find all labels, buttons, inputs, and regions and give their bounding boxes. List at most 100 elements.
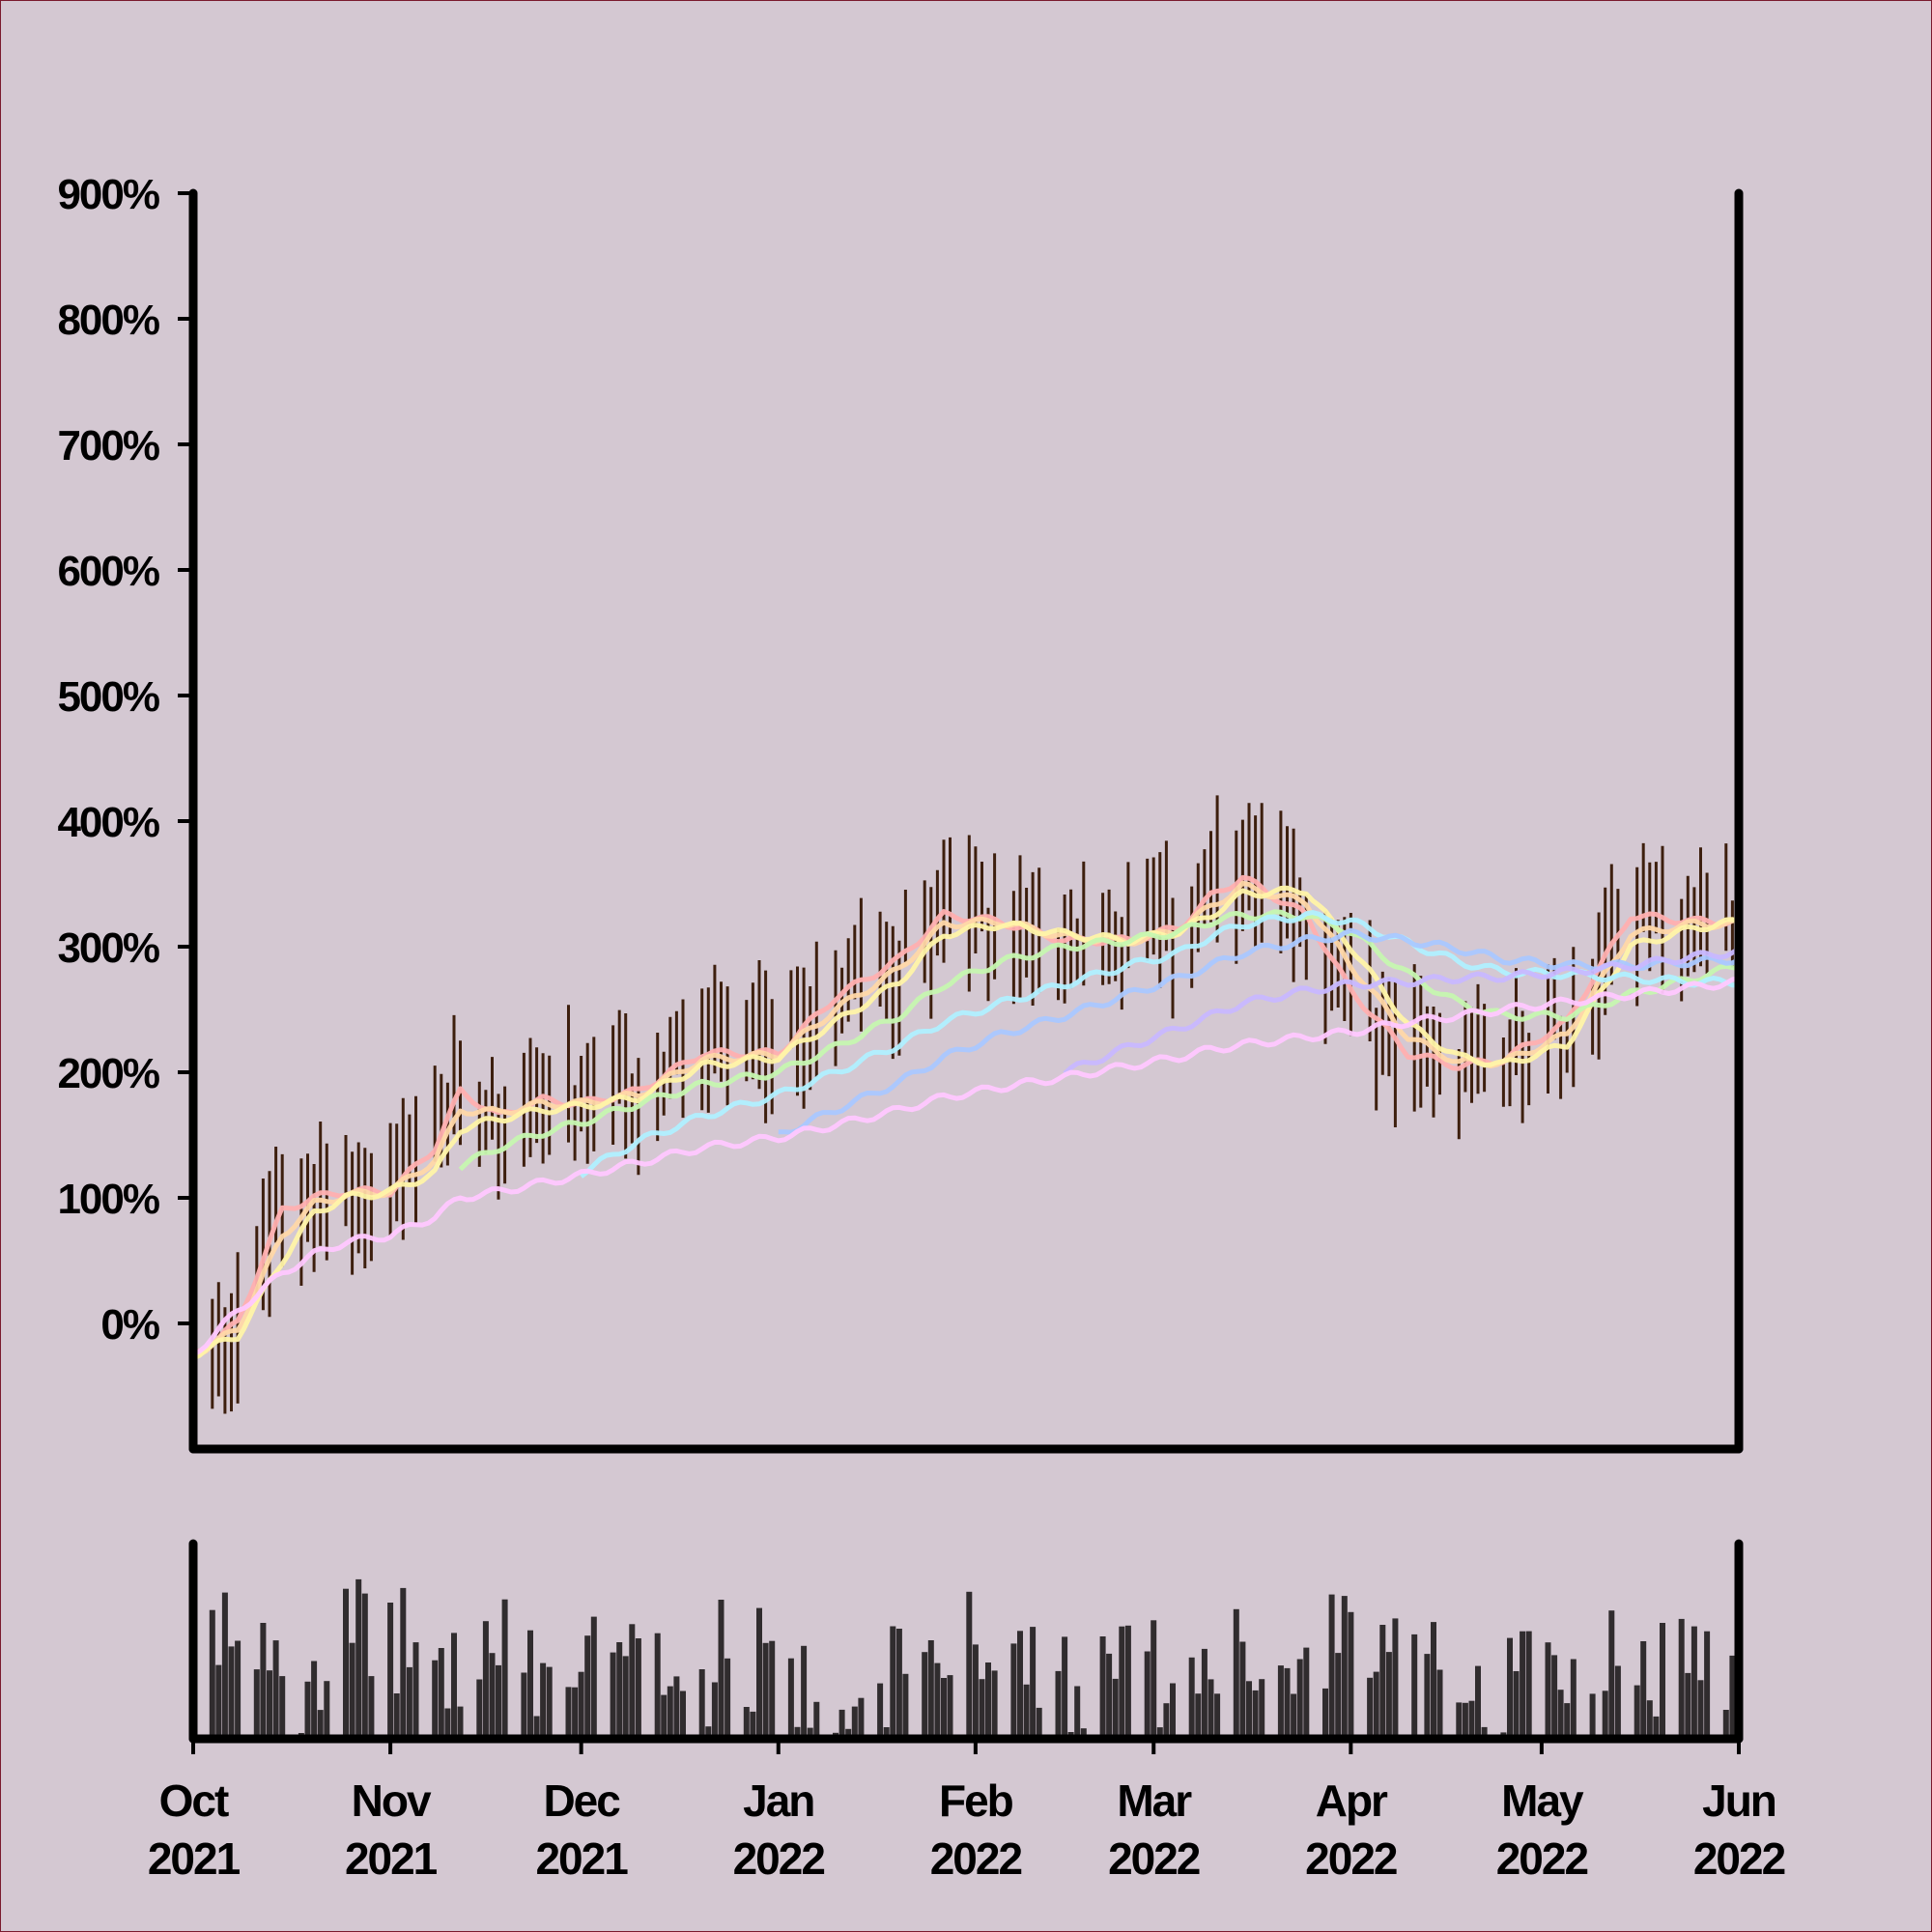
volume-bar bbox=[1296, 1659, 1303, 1739]
volume-bar bbox=[317, 1710, 324, 1739]
volume-bar bbox=[1284, 1667, 1291, 1739]
volume-bar bbox=[1367, 1677, 1374, 1739]
volume-bar bbox=[972, 1644, 979, 1739]
volume-bar bbox=[584, 1635, 591, 1739]
volume-bar bbox=[1507, 1637, 1513, 1739]
volume-bar bbox=[279, 1676, 286, 1739]
volume-bar bbox=[1602, 1690, 1608, 1739]
volume-bar bbox=[724, 1658, 731, 1739]
volume-bar bbox=[1634, 1685, 1640, 1739]
volume-bar bbox=[311, 1661, 318, 1739]
volume-bar bbox=[661, 1694, 668, 1739]
volume-bar bbox=[1614, 1665, 1621, 1739]
volume-bar bbox=[750, 1711, 756, 1739]
y-tick-label: 0% bbox=[100, 1301, 158, 1349]
y-ticks-group: 0% 100% 200% 300% 400% 500% 600% 700% 800% 900% bbox=[57, 171, 193, 1349]
volume-bar bbox=[1729, 1655, 1736, 1739]
volume-bar bbox=[1379, 1625, 1386, 1739]
volume-bar bbox=[1646, 1700, 1653, 1739]
volume-bar bbox=[1551, 1655, 1558, 1739]
y-tick-label: 300% bbox=[57, 924, 158, 972]
volume-bar bbox=[540, 1662, 547, 1739]
volume-bar bbox=[1156, 1727, 1163, 1739]
volume-bar bbox=[432, 1660, 439, 1739]
moving-average-line bbox=[192, 874, 1740, 1355]
volume-bar bbox=[228, 1646, 235, 1739]
volume-bar bbox=[1545, 1642, 1551, 1739]
x-ticks-group: Oct 2021 Nov 2021 Dec 2021 Jan 2022 Feb 2022 Mar 20… bbox=[148, 1739, 1787, 1884]
volume-bar bbox=[1436, 1669, 1443, 1739]
x-tick-month-label: Mar bbox=[1117, 1776, 1192, 1826]
volume-bar bbox=[1557, 1690, 1564, 1739]
volume-bar bbox=[393, 1693, 400, 1739]
volume-bar bbox=[1030, 1627, 1037, 1739]
volume-bar bbox=[457, 1706, 464, 1739]
volume-bar bbox=[1252, 1690, 1259, 1739]
volume-bar bbox=[272, 1640, 279, 1739]
x-tick-month-label: Jun bbox=[1702, 1776, 1776, 1826]
volume-bar bbox=[215, 1664, 222, 1739]
volume-bar bbox=[260, 1623, 267, 1739]
volume-bar bbox=[1411, 1634, 1418, 1739]
volume-bar bbox=[368, 1676, 375, 1739]
volume-bar bbox=[1074, 1686, 1081, 1739]
volume-bar bbox=[1373, 1671, 1379, 1739]
volume-bar bbox=[1481, 1726, 1488, 1739]
volume-bar bbox=[501, 1599, 508, 1739]
volume-bar bbox=[1017, 1631, 1023, 1739]
volume-bar bbox=[1233, 1608, 1239, 1739]
volume-bars-group bbox=[190, 1578, 1742, 1739]
volume-bar bbox=[680, 1690, 686, 1739]
volume-bar bbox=[1151, 1620, 1157, 1739]
volume-bar bbox=[533, 1716, 540, 1739]
volume-bar bbox=[927, 1640, 934, 1739]
x-tick-year-label: 2022 bbox=[733, 1833, 825, 1884]
volume-bar bbox=[845, 1728, 852, 1739]
volume-bar bbox=[482, 1621, 489, 1739]
x-tick-year-label: 2021 bbox=[345, 1833, 438, 1884]
volume-bar bbox=[1303, 1647, 1310, 1739]
volume-bar bbox=[635, 1638, 641, 1739]
moving-average-line bbox=[458, 909, 1740, 1172]
volume-bar bbox=[851, 1706, 858, 1739]
volume-bar bbox=[1170, 1683, 1176, 1739]
volume-bar bbox=[527, 1630, 533, 1739]
volume-bar bbox=[762, 1642, 769, 1739]
volume-bar bbox=[1678, 1618, 1685, 1739]
volume-bar bbox=[253, 1669, 260, 1739]
volume-bar bbox=[1214, 1693, 1221, 1739]
moving-average-line bbox=[778, 927, 1741, 1135]
moving-average-line bbox=[192, 880, 1740, 1358]
volume-bar bbox=[324, 1681, 330, 1739]
volume-bar bbox=[1277, 1665, 1284, 1739]
volume-bar bbox=[654, 1633, 661, 1739]
volume-bar bbox=[941, 1678, 947, 1739]
volume-bar bbox=[444, 1708, 451, 1739]
volume-bar bbox=[1589, 1693, 1596, 1739]
volume-bar bbox=[1036, 1707, 1042, 1739]
volume-bar bbox=[451, 1633, 457, 1739]
volume-bar bbox=[858, 1697, 865, 1739]
volume-bar bbox=[521, 1672, 527, 1739]
volume-bar bbox=[1722, 1710, 1729, 1739]
volume-bar bbox=[838, 1709, 845, 1739]
y-tick-label: 900% bbox=[57, 171, 158, 218]
volume-bar bbox=[572, 1687, 579, 1739]
volume-bar bbox=[743, 1707, 750, 1739]
volume-bar bbox=[1080, 1728, 1087, 1739]
x-tick-month-label: Apr bbox=[1316, 1776, 1388, 1826]
volume-bar bbox=[769, 1640, 776, 1739]
volume-bar bbox=[1023, 1684, 1030, 1739]
volume-bar bbox=[1322, 1688, 1328, 1739]
moving-average-line bbox=[191, 885, 1740, 1361]
volume-bar bbox=[1195, 1693, 1202, 1739]
volume-bar bbox=[1513, 1671, 1520, 1739]
volume-bar bbox=[629, 1624, 636, 1739]
volume-bar bbox=[947, 1675, 953, 1739]
volume-bar bbox=[1690, 1626, 1697, 1739]
volume-bar bbox=[705, 1726, 712, 1739]
volume-bar bbox=[807, 1727, 813, 1739]
volume-bar bbox=[1697, 1680, 1704, 1739]
volume-bar bbox=[1259, 1679, 1265, 1739]
